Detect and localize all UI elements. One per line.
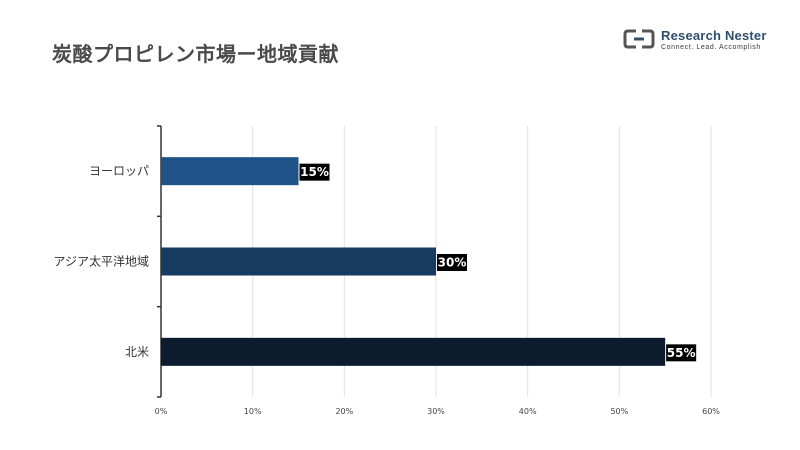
x-tick-label: 40% xyxy=(519,407,537,416)
bars xyxy=(161,157,666,366)
bar xyxy=(161,337,666,366)
x-tick-label: 0% xyxy=(155,407,168,416)
value-label-box xyxy=(666,344,697,362)
bar xyxy=(161,157,299,186)
y-axis xyxy=(157,125,162,398)
logo-name: Research Nester xyxy=(661,28,767,43)
labels: 0% 10% 20% 30% 40% 50% 60% ヨーロッパ 15% アジア太平洋地域 30% 北… xyxy=(53,163,720,416)
value-label-box xyxy=(299,163,330,181)
chart-title: 炭酸プロピレン市場ー地域貢献 xyxy=(52,42,339,66)
value-label: 55% xyxy=(667,346,696,360)
category-label: 北米 xyxy=(125,345,149,359)
value-label: 30% xyxy=(438,256,467,270)
logo-tagline: Connect. Lead. Accomplish xyxy=(661,44,761,51)
x-tick-label: 30% xyxy=(427,407,445,416)
value-label-box xyxy=(437,254,467,271)
x-tick-label: 60% xyxy=(702,407,720,416)
bar xyxy=(161,247,436,276)
logo-mark-icon xyxy=(623,29,655,49)
x-tick-label: 20% xyxy=(335,407,353,416)
x-tick-label: 10% xyxy=(244,407,262,416)
x-tick-label: 50% xyxy=(610,407,628,416)
category-label: アジア太平洋地域 xyxy=(53,254,149,269)
value-label: 15% xyxy=(300,165,329,179)
category-label: ヨーロッパ xyxy=(89,164,149,178)
